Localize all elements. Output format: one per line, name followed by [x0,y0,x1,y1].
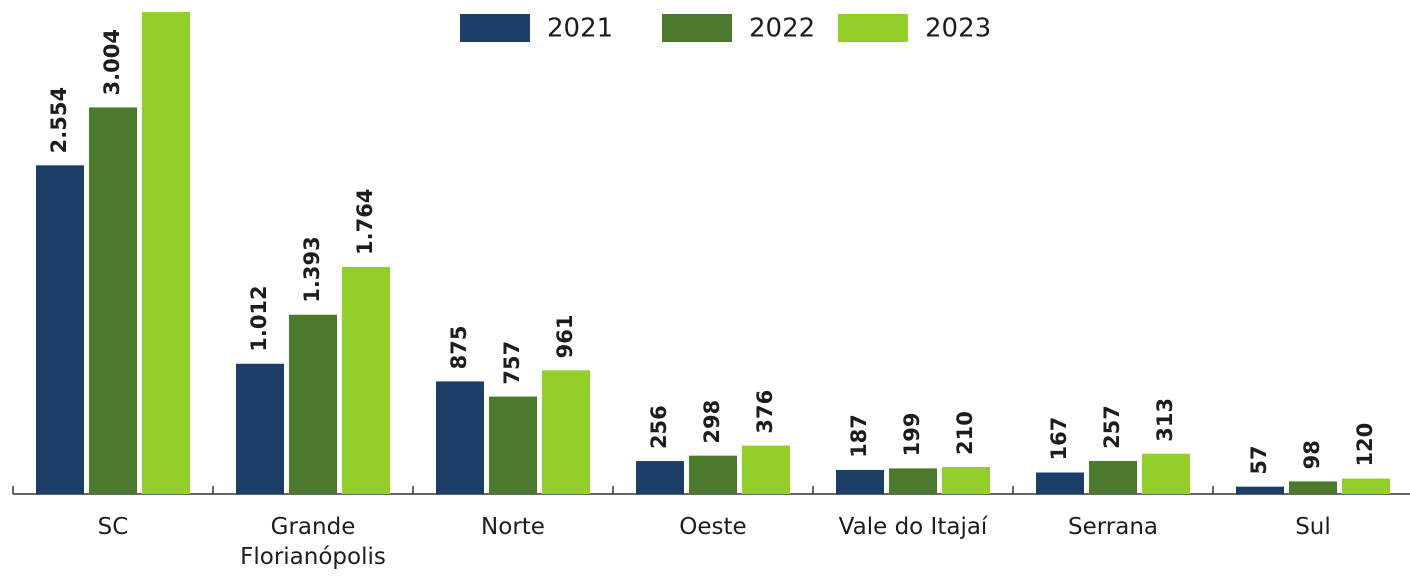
bar [436,381,484,494]
bar [889,468,937,494]
data-label: 98 [1300,440,1324,469]
data-label: 3.004 [100,29,124,95]
data-label: 199 [900,413,924,457]
data-label: 256 [647,405,671,449]
x-tick-label: Oeste [679,514,747,540]
legend-swatch [838,14,908,42]
bar [489,396,537,494]
bar [689,455,737,494]
bar [289,314,337,494]
legend-label: 2021 [547,14,613,44]
data-label: 257 [1100,405,1124,449]
legend-swatch [460,14,530,42]
bar [1289,481,1337,494]
x-tick-label: Vale do Itajaí [838,514,988,540]
bar [1142,453,1190,494]
data-label: 210 [953,411,977,455]
x-tick-label: Grande Florianópolis [240,514,386,570]
data-label: 757 [500,341,524,385]
bar [636,461,684,494]
data-label: 57 [1247,445,1271,474]
x-tick-label: Sul [1295,514,1331,540]
bar [342,267,390,494]
x-tick-label: SC [97,514,129,540]
bar [742,445,790,494]
bar [236,363,284,494]
data-label: 376 [753,390,777,434]
bar [1236,486,1284,494]
data-label: 120 [1353,423,1377,467]
legend-label: 2022 [749,14,815,44]
data-label: 298 [700,400,724,444]
data-label: 961 [553,314,577,358]
x-tick-label: Serrana [1067,514,1159,540]
data-label: 1.764 [353,189,377,255]
bar [942,466,990,494]
bar [836,469,884,494]
bar [1089,460,1137,494]
bar [542,370,590,494]
bar [1342,478,1390,494]
x-tick-label: Norte [481,514,545,540]
data-label: 1.393 [300,236,324,302]
data-label: 313 [1153,398,1177,442]
data-label: 167 [1047,417,1071,461]
bar [142,12,190,494]
data-label: 2.554 [47,87,71,153]
legend-swatch [662,14,732,42]
bar [1036,472,1084,494]
legend-label: 2023 [925,14,991,44]
data-label: 187 [847,414,871,458]
data-label: 1.012 [247,285,271,351]
bar [36,165,84,495]
bar [89,107,137,495]
data-label: 875 [447,326,471,370]
